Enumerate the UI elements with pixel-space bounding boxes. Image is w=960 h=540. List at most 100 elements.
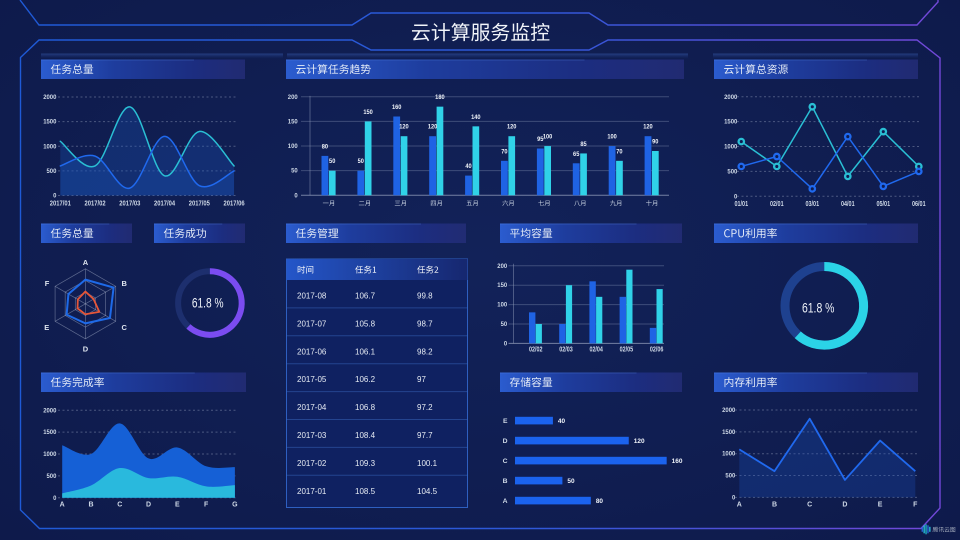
- svg-text:2000: 2000: [43, 407, 56, 414]
- svg-text:E: E: [44, 323, 49, 332]
- svg-text:2017-03: 2017-03: [297, 431, 327, 440]
- svg-text:0: 0: [732, 494, 736, 501]
- svg-text:E: E: [175, 501, 180, 508]
- svg-text:03/01: 03/01: [806, 199, 820, 208]
- svg-text:100.1: 100.1: [417, 459, 438, 468]
- svg-text:70: 70: [501, 148, 508, 155]
- svg-text:50: 50: [567, 478, 574, 485]
- svg-text:F: F: [45, 279, 50, 288]
- svg-text:61.8 %: 61.8 %: [802, 300, 835, 316]
- svg-text:500: 500: [725, 473, 735, 480]
- svg-text:90: 90: [652, 138, 659, 145]
- svg-text:02/06: 02/06: [650, 347, 664, 354]
- svg-text:02/01: 02/01: [770, 199, 784, 208]
- svg-text:2000: 2000: [722, 407, 735, 414]
- svg-text:120: 120: [399, 124, 409, 131]
- svg-text:106.1: 106.1: [355, 347, 376, 356]
- svg-text:1500: 1500: [722, 429, 735, 436]
- svg-text:2017/02: 2017/02: [85, 199, 106, 208]
- svg-text:0: 0: [734, 193, 738, 200]
- svg-text:105.8: 105.8: [355, 319, 376, 328]
- svg-text:97.7: 97.7: [417, 431, 433, 440]
- svg-text:500: 500: [47, 168, 57, 175]
- svg-text:02/03: 02/03: [559, 347, 573, 354]
- svg-text:1000: 1000: [722, 451, 735, 458]
- svg-text:150: 150: [288, 118, 298, 125]
- svg-text:80: 80: [596, 498, 603, 505]
- svg-text:C: C: [503, 458, 508, 465]
- svg-text:50: 50: [291, 168, 298, 175]
- svg-text:A: A: [83, 258, 89, 267]
- svg-text:80: 80: [322, 143, 329, 150]
- svg-text:50: 50: [329, 158, 336, 165]
- svg-text:2017-08: 2017-08: [297, 292, 327, 301]
- svg-text:2000: 2000: [724, 94, 737, 101]
- svg-text:99.8: 99.8: [417, 292, 433, 301]
- svg-text:D: D: [146, 501, 151, 508]
- svg-text:120: 120: [643, 124, 653, 131]
- svg-text:B: B: [122, 279, 128, 288]
- svg-text:2000: 2000: [43, 94, 56, 101]
- svg-text:C: C: [122, 323, 128, 332]
- svg-text:0: 0: [53, 495, 57, 502]
- svg-text:1000: 1000: [43, 143, 56, 150]
- svg-text:A: A: [503, 498, 508, 505]
- svg-text:108.4: 108.4: [355, 431, 376, 440]
- svg-text:C: C: [807, 501, 812, 508]
- svg-text:A: A: [60, 501, 65, 508]
- svg-text:2017-06: 2017-06: [297, 347, 327, 356]
- svg-text:65: 65: [573, 151, 580, 158]
- svg-text:97.2: 97.2: [417, 403, 433, 412]
- svg-text:98.2: 98.2: [417, 347, 433, 356]
- svg-text:C: C: [117, 501, 122, 508]
- svg-text:2017/06: 2017/06: [224, 199, 245, 208]
- svg-text:95: 95: [537, 136, 544, 143]
- svg-text:0: 0: [504, 340, 508, 347]
- svg-text:109.3: 109.3: [355, 459, 376, 468]
- svg-text:05/01: 05/01: [877, 199, 891, 208]
- svg-text:50: 50: [501, 321, 508, 328]
- svg-text:02/04: 02/04: [589, 347, 603, 354]
- svg-text:150: 150: [363, 109, 373, 116]
- svg-text:100: 100: [497, 302, 507, 309]
- svg-text:1000: 1000: [724, 144, 737, 151]
- svg-text:160: 160: [392, 104, 402, 111]
- svg-text:150: 150: [497, 282, 507, 289]
- svg-text:100: 100: [607, 134, 617, 141]
- svg-text:40: 40: [465, 163, 472, 170]
- svg-text:120: 120: [634, 438, 645, 445]
- svg-text:2017/04: 2017/04: [154, 199, 175, 208]
- svg-text:0: 0: [294, 192, 298, 199]
- svg-text:1500: 1500: [43, 429, 56, 436]
- svg-text:1500: 1500: [724, 119, 737, 126]
- svg-text:2017-05: 2017-05: [297, 375, 327, 384]
- svg-text:02/02: 02/02: [529, 347, 543, 354]
- svg-text:D: D: [83, 345, 89, 354]
- svg-text:E: E: [503, 418, 508, 425]
- svg-text:B: B: [88, 501, 93, 508]
- svg-text:40: 40: [558, 418, 565, 425]
- svg-text:2017/05: 2017/05: [189, 199, 210, 208]
- svg-text:2017-01: 2017-01: [297, 487, 327, 496]
- svg-text:61.8 %: 61.8 %: [192, 294, 224, 310]
- svg-text:70: 70: [616, 148, 623, 155]
- svg-text:100: 100: [543, 134, 553, 141]
- svg-text:2017-02: 2017-02: [297, 459, 327, 468]
- svg-text:2017/01: 2017/01: [50, 199, 71, 208]
- svg-text:160: 160: [672, 458, 683, 465]
- svg-text:06/01: 06/01: [912, 199, 926, 208]
- svg-text:200: 200: [497, 263, 507, 270]
- svg-text:2017-07: 2017-07: [297, 319, 327, 328]
- svg-text:1000: 1000: [43, 451, 56, 458]
- svg-text:D: D: [503, 438, 508, 445]
- svg-text:200: 200: [288, 94, 298, 101]
- svg-text:108.5: 108.5: [355, 487, 376, 496]
- svg-text:F: F: [204, 501, 209, 508]
- svg-text:01/01: 01/01: [735, 199, 749, 208]
- svg-text:106.8: 106.8: [355, 403, 376, 412]
- svg-text:97: 97: [417, 375, 426, 384]
- svg-text:140: 140: [471, 114, 481, 121]
- svg-text:A: A: [737, 501, 742, 508]
- svg-text:E: E: [878, 501, 883, 508]
- svg-text:B: B: [772, 501, 777, 508]
